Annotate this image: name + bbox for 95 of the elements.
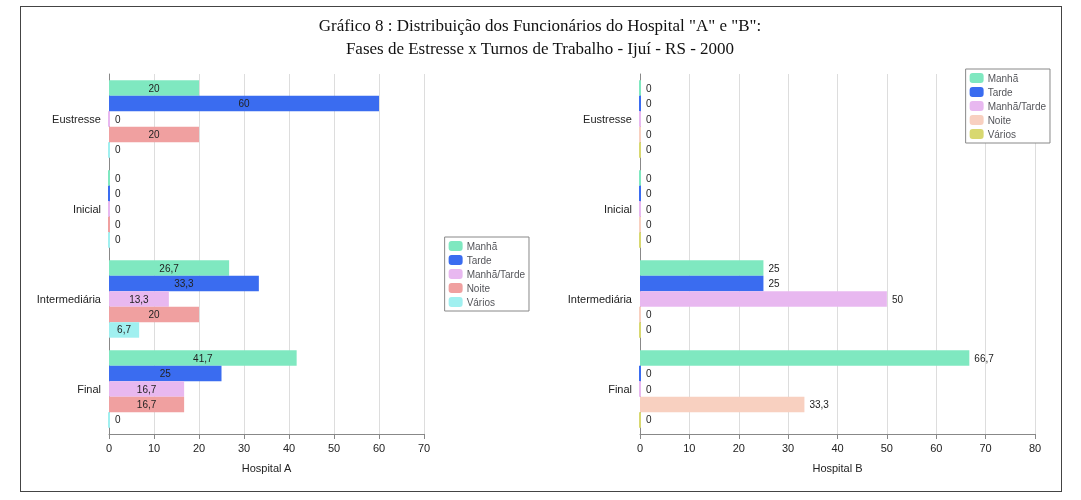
y-tick-label: Inicial <box>72 203 101 215</box>
bar <box>109 350 297 366</box>
bar <box>109 95 379 112</box>
data-label: 16,7 <box>136 383 157 395</box>
x-tick-label: 0 <box>636 441 644 454</box>
x-tick-label: 10 <box>683 441 696 454</box>
data-label: 33,3 <box>174 278 195 290</box>
bar <box>109 126 199 143</box>
bar <box>109 291 169 307</box>
data-label: 0 <box>115 188 121 200</box>
data-label: 66,7 <box>974 352 995 364</box>
data-label: 0 <box>115 172 121 184</box>
x-tick-label: 0 <box>105 441 113 454</box>
data-label: 0 <box>646 308 652 320</box>
data-label: 0 <box>646 144 652 156</box>
y-tick-label: Final <box>77 383 101 395</box>
data-label: 41,7 <box>193 352 213 364</box>
bar <box>109 365 222 382</box>
x-tick-label: 30 <box>782 441 795 454</box>
legend-label: Tarde <box>987 86 1014 98</box>
data-label: 60 <box>238 98 250 110</box>
data-label: 25 <box>768 262 780 274</box>
x-tick-label: 10 <box>147 441 161 454</box>
x-tick-label: 40 <box>282 441 296 454</box>
bar <box>109 381 185 397</box>
data-label: 0 <box>115 218 121 230</box>
bar <box>640 291 887 307</box>
bar <box>640 396 805 413</box>
data-label: 20 <box>148 308 160 320</box>
legend-label: Manhã/Tarde <box>466 268 526 280</box>
data-label: 0 <box>646 113 652 125</box>
data-label: 0 <box>646 324 652 336</box>
bar <box>109 396 185 413</box>
y-tick-label: Final <box>608 383 632 395</box>
data-label: 16,7 <box>136 398 157 410</box>
y-tick-label: Eustresse <box>583 113 632 125</box>
x-axis-title: Hospital B <box>812 461 863 474</box>
data-label: 20 <box>148 82 160 94</box>
legend-label: Manhã <box>466 240 498 252</box>
data-label: 26,7 <box>159 262 180 274</box>
data-label: 0 <box>115 414 121 426</box>
x-tick-label: 70 <box>417 441 431 454</box>
data-label: 0 <box>646 368 652 380</box>
bar <box>640 275 764 292</box>
x-tick-label: 20 <box>192 441 206 454</box>
x-tick-label: 60 <box>930 441 943 454</box>
bar <box>109 275 259 292</box>
bar <box>109 80 199 96</box>
data-label: 0 <box>646 128 652 140</box>
x-tick-label: 40 <box>831 441 844 454</box>
x-tick-label: 20 <box>732 441 745 454</box>
legend-label: Manhã/Tarde <box>987 100 1047 112</box>
data-label: 0 <box>646 98 652 110</box>
text: Gráfico 8 : Distribuição dos Funcionários do Hospital "A" e "B": Fases de Estresse x Turnos de Trabalho - Ijuí - RS - 2000 <box>317 15 763 60</box>
data-label: 0 <box>646 414 652 426</box>
legend-label: Manhã <box>987 72 1019 84</box>
data-label: 0 <box>646 188 652 200</box>
data-label: 0 <box>646 82 652 94</box>
data-label: 20 <box>148 128 160 140</box>
y-tick-label: Intermediária <box>36 293 102 305</box>
x-tick-label: 60 <box>372 441 386 454</box>
bar <box>109 306 199 323</box>
data-label: 33,3 <box>809 398 830 410</box>
y-tick-label: Intermediária <box>567 293 633 305</box>
bar <box>109 260 230 276</box>
legend-label: Vários <box>466 296 495 308</box>
data-label: 0 <box>646 383 652 395</box>
data-label: 0 <box>115 113 121 125</box>
bar <box>109 322 140 338</box>
x-axis-title: Hospital A <box>241 461 292 474</box>
legend-label: Tarde <box>466 254 493 266</box>
y-tick-label: Eustresse <box>52 113 101 125</box>
data-label: 0 <box>646 172 652 184</box>
data-label: 6,7 <box>117 324 132 336</box>
legend-label: Noite <box>987 114 1012 126</box>
data-label: 0 <box>115 234 121 246</box>
x-tick-label: 70 <box>979 441 992 454</box>
data-label: 0 <box>646 218 652 230</box>
data-label: 13,3 <box>129 293 150 305</box>
x-tick-label: 50 <box>327 441 341 454</box>
data-label: 0 <box>646 234 652 246</box>
data-label: 25 <box>159 368 172 380</box>
data-label: 50 <box>891 293 904 305</box>
data-label: 0 <box>115 203 121 215</box>
data-label: 0 <box>115 144 121 156</box>
data-label: 0 <box>646 203 652 215</box>
legend-label: Vários <box>987 128 1016 140</box>
bar <box>640 260 764 276</box>
y-tick-label: Inicial <box>603 203 632 215</box>
x-tick-label: 30 <box>237 441 251 454</box>
x-tick-label: 80 <box>1028 441 1042 454</box>
data-label: 25 <box>768 278 780 290</box>
x-tick-label: 50 <box>880 441 893 454</box>
bar <box>640 350 970 366</box>
legend-label: Noite <box>466 282 491 294</box>
